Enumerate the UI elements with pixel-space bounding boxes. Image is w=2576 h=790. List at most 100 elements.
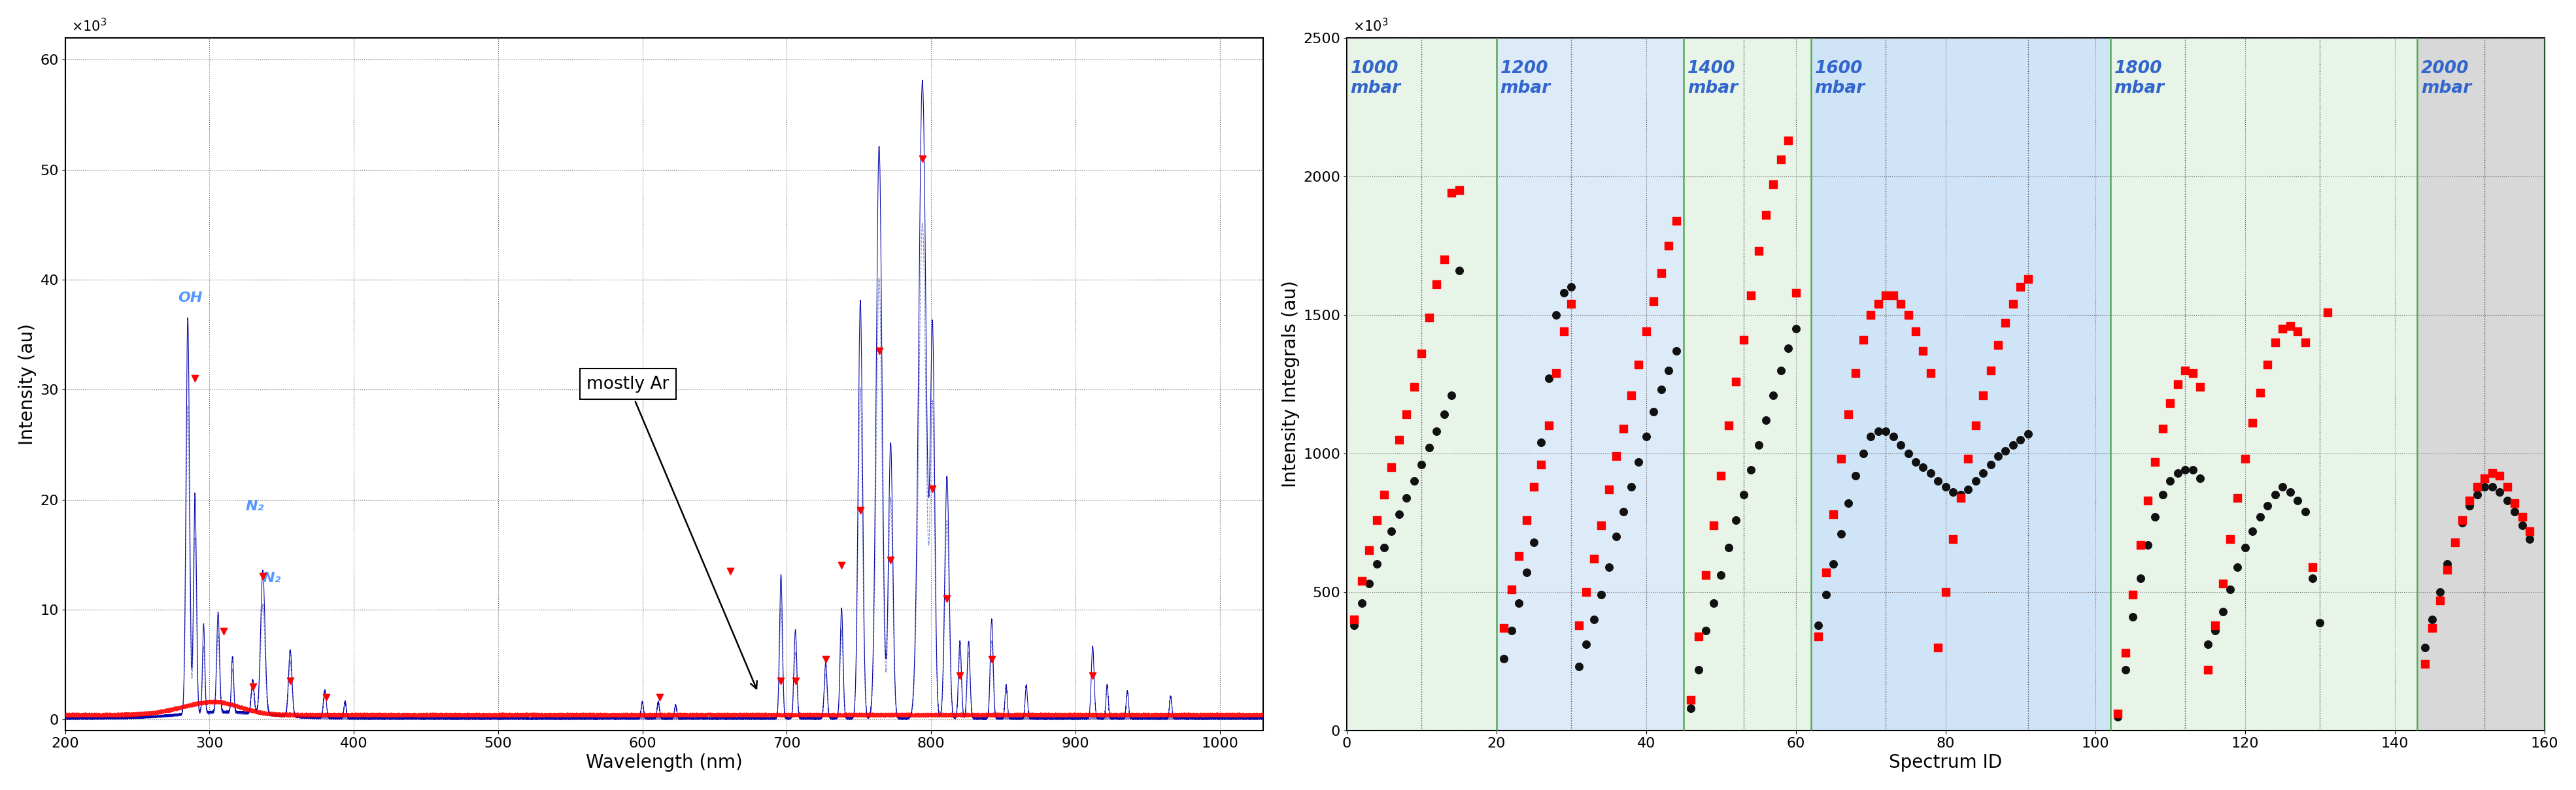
Point [1574,552,1615,565]
X-axis label: Wavelength (nm): Wavelength (nm) [585,754,742,772]
Point [1893,455,1935,468]
Point [1558,660,1600,673]
Point [2128,539,2169,551]
Point [1880,438,1922,451]
Point [1504,566,1546,579]
Point [1492,583,1533,596]
Point [1752,179,1793,191]
Point [1999,433,2040,446]
Point [1386,408,1427,421]
Point [804,653,845,665]
Point [1716,514,1757,526]
Point [1901,461,1942,473]
Point [2494,506,2535,518]
Point [1955,475,1996,487]
Point [2427,563,2468,576]
Point [2277,495,2318,507]
Point [2223,541,2264,554]
Point [2463,472,2504,484]
Point [1512,536,1553,548]
Point [2246,359,2287,371]
Point [1543,286,1584,299]
Point [1723,333,1765,346]
Text: N₂: N₂ [263,572,281,585]
Point [2442,514,2483,526]
Point [1497,550,1538,562]
Point [1430,186,1471,199]
Point [2486,495,2527,507]
Point [2128,495,2169,507]
Point [1731,464,1772,476]
Point [1834,367,1875,379]
Point [2164,364,2205,377]
Point [1437,264,1479,276]
Point [775,675,817,687]
Point [1976,339,2017,352]
Point [1579,519,1620,532]
Text: 2000
mbar: 2000 mbar [2421,60,2470,96]
Point [1940,491,1981,504]
Point [1543,325,1584,338]
Point [2195,624,2236,637]
Point [1819,453,1860,465]
Point [1759,153,1801,166]
Point [1917,641,1958,653]
Point [1685,624,1726,637]
Point [1888,447,1929,460]
Point [2403,641,2445,653]
Point [2105,664,2146,676]
Point [2509,533,2550,546]
Point [2133,455,2174,468]
Point [1984,444,2025,457]
Point [2455,488,2496,501]
Point [2112,611,2154,623]
Point [1437,184,1479,197]
Point [2434,536,2476,548]
Text: 1200
mbar: 1200 mbar [1499,60,1551,96]
Point [1641,267,1682,280]
Point [1677,630,1718,642]
Point [2254,488,2295,501]
Point [1649,239,1690,252]
Point [2450,495,2491,507]
Point [1595,450,1636,462]
Point [1633,295,1674,307]
Point [1422,253,1463,265]
Point [1834,469,1875,482]
Point [1363,488,1404,501]
Point [270,675,312,687]
Point [1924,585,1965,598]
Point [1731,289,1772,302]
Point [2187,638,2228,651]
Point [1744,209,1785,221]
Point [2269,320,2311,333]
Point [1430,389,1471,401]
Point [2156,466,2197,479]
Point [1692,596,1734,609]
Point [2478,469,2519,482]
Bar [1811,38,2110,731]
Point [1370,461,1412,473]
Point [1940,488,1981,501]
Point [1566,638,1607,651]
Point [1850,431,1891,443]
Point [2290,572,2331,585]
Point [1641,383,1682,396]
Point [1618,455,1659,468]
Point [1955,419,1996,432]
Point [1528,419,1569,432]
Point [2239,386,2280,399]
Point [2262,322,2303,335]
Point [1347,544,1388,557]
Point [1417,278,1458,291]
Point [1401,458,1443,471]
Point [1685,569,1726,581]
Text: mostly Ar: mostly Ar [587,375,757,689]
Point [2277,325,2318,338]
Point [1888,308,1929,321]
Point [1909,367,1950,379]
Point [1528,372,1569,385]
Point [2411,613,2452,626]
Point [2179,381,2221,393]
Point [2179,472,2221,484]
